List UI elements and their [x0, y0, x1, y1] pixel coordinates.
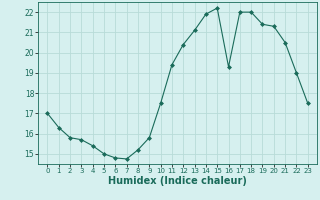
X-axis label: Humidex (Indice chaleur): Humidex (Indice chaleur) — [108, 176, 247, 186]
